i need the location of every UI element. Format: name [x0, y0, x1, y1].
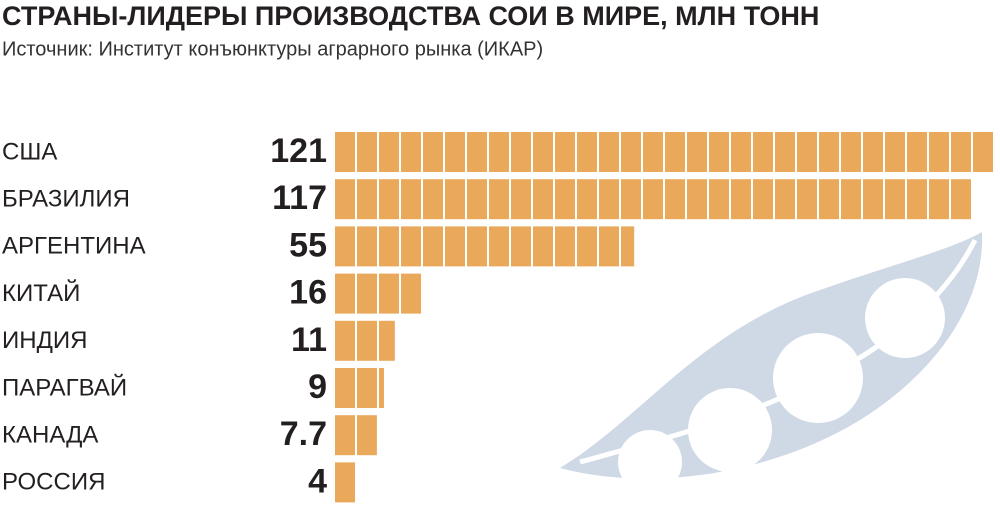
value-label: 117: [272, 179, 327, 217]
value-label: 9: [308, 368, 327, 406]
value-label: 55: [289, 226, 327, 264]
value-label: 4: [308, 462, 327, 500]
bar: [335, 226, 635, 267]
chart-title: СТРАНЫ-ЛИДЕРЫ ПРОИЗВОДСТВА СОИ В МИРЕ, М…: [2, 1, 819, 31]
category-label: РОССИЯ: [2, 469, 105, 496]
category-label: ПАРАГВАЙ: [2, 373, 127, 401]
value-label: 16: [289, 274, 327, 312]
value-label: 7.7: [280, 415, 327, 453]
bar: [335, 179, 972, 220]
category-label: КИТАЙ: [2, 279, 80, 307]
category-label: ИНДИЯ: [2, 327, 87, 354]
category-label: БРАЗИЛИЯ: [2, 186, 130, 213]
value-label: 121: [270, 132, 327, 170]
bar: [335, 273, 423, 314]
pea-pod-illustration: [560, 232, 983, 494]
bar: [335, 462, 357, 503]
category-label: АРГЕНТИНА: [2, 233, 146, 260]
bar: [335, 132, 994, 172]
bar: [335, 320, 395, 361]
category-label: КАНАДА: [2, 422, 98, 449]
bar: [335, 415, 377, 456]
value-label: 11: [291, 321, 327, 359]
category-label: США: [2, 138, 57, 165]
bar: [335, 368, 384, 408]
chart-subtitle: Источник: Институт конъюнктуры аграрного…: [2, 38, 543, 60]
